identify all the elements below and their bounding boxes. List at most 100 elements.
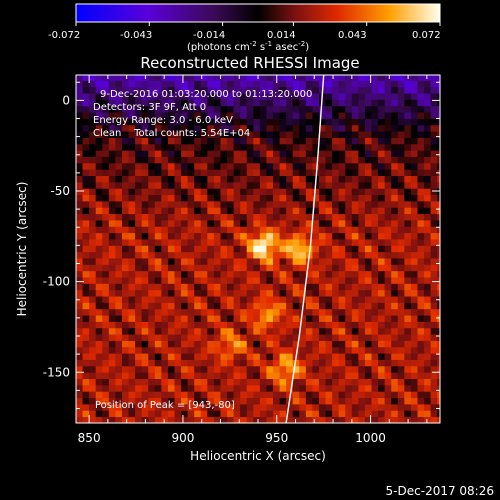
heatmap-cell bbox=[108, 162, 116, 170]
heatmap-cell bbox=[135, 131, 143, 138]
heatmap-cell bbox=[391, 80, 399, 88]
heatmap-cell bbox=[259, 232, 267, 240]
heatmap-cell bbox=[312, 410, 320, 418]
heatmap-cell bbox=[259, 175, 267, 183]
heatmap-cell bbox=[227, 143, 235, 151]
heatmap-cell bbox=[135, 416, 143, 423]
heatmap-cell bbox=[397, 391, 405, 399]
heatmap-cell bbox=[161, 137, 169, 145]
heatmap-cell bbox=[299, 93, 307, 100]
heatmap-cell bbox=[332, 232, 340, 240]
heatmap-cell bbox=[227, 283, 235, 291]
heatmap-cell bbox=[424, 200, 432, 208]
heatmap-cell bbox=[279, 118, 287, 126]
heatmap-cell bbox=[246, 340, 254, 348]
heatmap-cell bbox=[305, 181, 313, 189]
heatmap-cell bbox=[76, 346, 83, 354]
heatmap-cell bbox=[371, 353, 379, 360]
heatmap-cell bbox=[279, 378, 287, 386]
heatmap-cell bbox=[305, 258, 313, 265]
heatmap-cell bbox=[220, 315, 228, 322]
heatmap-cell bbox=[174, 162, 182, 170]
heatmap-cell bbox=[410, 245, 418, 253]
heatmap-cell bbox=[95, 75, 103, 81]
heatmap-cell bbox=[246, 321, 254, 329]
heatmap-cell bbox=[391, 75, 399, 81]
heatmap-cell bbox=[187, 353, 195, 360]
heatmap-cell bbox=[424, 105, 432, 113]
heatmap-cell bbox=[108, 93, 116, 100]
heatmap-cell bbox=[437, 384, 440, 392]
heatmap-cell bbox=[286, 258, 294, 265]
heatmap-cell bbox=[220, 220, 228, 227]
heatmap-cell bbox=[161, 378, 169, 386]
heatmap-cell bbox=[161, 220, 169, 227]
heatmap-cell bbox=[89, 220, 97, 227]
heatmap-cell bbox=[345, 353, 353, 360]
heatmap-cell bbox=[286, 169, 294, 176]
heatmap-cell bbox=[220, 162, 228, 170]
heatmap-cell bbox=[345, 112, 353, 119]
heatmap-cell bbox=[194, 302, 202, 310]
heatmap-cell bbox=[174, 232, 182, 240]
heatmap-cell bbox=[181, 302, 189, 310]
heatmap-cell bbox=[141, 226, 149, 234]
heatmap-cell bbox=[220, 289, 228, 297]
heatmap-cell bbox=[181, 397, 189, 405]
heatmap-cell bbox=[371, 162, 379, 170]
heatmap-cell bbox=[82, 334, 90, 341]
heatmap-cell bbox=[384, 308, 392, 316]
heatmap-cell bbox=[305, 245, 313, 253]
heatmap-cell bbox=[154, 124, 162, 132]
heatmap-cell bbox=[318, 321, 326, 329]
heatmap-cell bbox=[108, 315, 116, 322]
heatmap-cell bbox=[273, 327, 280, 335]
heatmap-cell bbox=[325, 169, 333, 176]
heatmap-cell bbox=[76, 226, 83, 234]
heatmap-cell bbox=[200, 213, 208, 221]
heatmap-cell bbox=[410, 124, 418, 132]
heatmap-cell bbox=[378, 283, 386, 291]
heatmap-cell bbox=[240, 416, 248, 423]
heatmap-cell bbox=[384, 334, 392, 341]
heatmap-cell bbox=[259, 93, 267, 100]
heatmap-cell bbox=[325, 416, 333, 423]
heatmap-cell bbox=[338, 340, 346, 348]
heatmap-cell bbox=[121, 124, 129, 132]
heatmap-cell bbox=[325, 93, 333, 100]
heatmap-cell bbox=[233, 296, 241, 303]
heatmap-cell bbox=[167, 207, 175, 215]
heatmap-cell bbox=[364, 416, 372, 423]
heatmap-cell bbox=[371, 416, 379, 423]
heatmap-cell bbox=[253, 365, 261, 373]
heatmap-cell bbox=[89, 245, 97, 253]
heatmap-cell bbox=[213, 264, 221, 272]
heatmap-cell bbox=[430, 359, 438, 367]
heatmap-cell bbox=[102, 86, 110, 94]
heatmap-cell bbox=[194, 162, 202, 170]
heatmap-cell bbox=[318, 131, 326, 138]
heatmap-cell bbox=[384, 245, 392, 253]
heatmap-cell bbox=[279, 321, 287, 329]
heatmap-cell bbox=[338, 93, 346, 100]
heatmap-cell bbox=[200, 181, 208, 189]
heatmap-cell bbox=[148, 308, 156, 316]
heatmap-cell bbox=[318, 150, 326, 157]
heatmap-cell bbox=[167, 137, 175, 145]
heatmap-cell bbox=[240, 93, 248, 100]
heatmap-cell bbox=[135, 359, 143, 367]
heatmap-cell bbox=[332, 112, 340, 119]
heatmap-cell bbox=[135, 251, 143, 259]
heatmap-cell bbox=[194, 75, 202, 81]
heatmap-cell bbox=[325, 302, 333, 310]
heatmap-cell bbox=[161, 86, 169, 94]
heatmap-cell bbox=[76, 150, 83, 157]
heatmap-cell bbox=[76, 143, 83, 151]
heatmap-cell bbox=[286, 93, 294, 100]
heatmap-cell bbox=[410, 416, 418, 423]
heatmap-cell bbox=[161, 289, 169, 297]
heatmap-cell bbox=[227, 340, 235, 348]
heatmap-cell bbox=[76, 118, 83, 126]
heatmap-cell bbox=[391, 359, 399, 367]
heatmap-cell bbox=[397, 296, 405, 303]
